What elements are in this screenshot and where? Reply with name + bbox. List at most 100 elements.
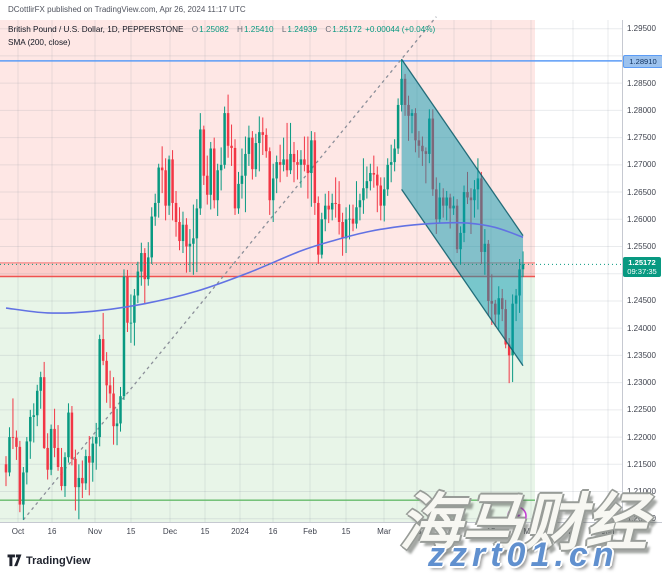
symbol-row: British Pound / U.S. Dollar, 1D, PEPPERS… xyxy=(8,23,435,36)
candle xyxy=(226,113,230,146)
close-label: C xyxy=(325,25,332,34)
candle xyxy=(240,175,244,184)
candle xyxy=(105,360,108,386)
candle xyxy=(29,416,32,442)
candle xyxy=(306,164,310,173)
close-value: 1.25172 xyxy=(332,25,362,34)
candle xyxy=(303,159,306,165)
candle xyxy=(171,159,174,203)
candle xyxy=(233,147,237,209)
candle xyxy=(150,216,153,258)
candle xyxy=(344,219,348,239)
candle xyxy=(386,164,389,190)
candle xyxy=(219,164,223,171)
candle xyxy=(140,253,143,272)
candle xyxy=(160,167,164,171)
candle xyxy=(129,322,133,324)
candle xyxy=(202,129,206,176)
price-axis[interactable] xyxy=(622,20,662,522)
candle xyxy=(216,170,219,201)
candle xyxy=(330,202,334,210)
high-label: H xyxy=(237,25,243,34)
candle xyxy=(265,134,268,152)
candle xyxy=(278,162,282,165)
candle xyxy=(108,385,112,394)
open-value: 1.25082 xyxy=(199,25,229,34)
candle xyxy=(313,140,317,203)
candle xyxy=(275,162,278,179)
candle xyxy=(199,129,202,209)
candle xyxy=(251,137,254,170)
candle xyxy=(396,104,400,149)
candle xyxy=(195,208,199,239)
tradingview-glyph-icon xyxy=(7,554,22,567)
tradingview-logo[interactable]: TradingView xyxy=(7,554,91,567)
candle xyxy=(56,447,60,468)
candle xyxy=(254,143,258,170)
candle xyxy=(285,159,289,171)
candle xyxy=(351,218,355,224)
candle xyxy=(63,457,67,487)
candle xyxy=(81,477,84,484)
candle xyxy=(70,412,74,459)
candle xyxy=(8,437,11,473)
candle xyxy=(101,339,105,361)
candle xyxy=(206,175,209,195)
change-value: +0.00044 (+0.04%) xyxy=(365,25,436,34)
candle xyxy=(209,148,212,195)
candle xyxy=(42,377,46,448)
candle xyxy=(296,162,299,165)
candle xyxy=(334,202,337,205)
channel-lower-line xyxy=(401,188,524,367)
candle xyxy=(84,456,88,484)
candle xyxy=(60,467,63,487)
candle xyxy=(143,253,147,280)
candle xyxy=(4,464,8,473)
candle xyxy=(136,271,140,296)
candle xyxy=(88,456,91,463)
candle xyxy=(507,344,511,356)
candle xyxy=(32,415,36,417)
candle xyxy=(223,113,226,165)
candle xyxy=(67,412,70,458)
candle xyxy=(35,390,39,416)
candle xyxy=(362,188,365,201)
low-value: 1.24939 xyxy=(287,25,318,34)
candle xyxy=(25,441,29,473)
time-axis[interactable] xyxy=(0,522,662,545)
candle xyxy=(327,205,330,210)
candle xyxy=(382,189,386,206)
open-label: O xyxy=(191,25,199,34)
candle xyxy=(247,137,251,154)
candle xyxy=(133,295,136,323)
candle xyxy=(18,446,22,505)
candle xyxy=(147,257,150,280)
candle xyxy=(212,148,216,201)
candle xyxy=(157,167,160,203)
candle xyxy=(39,377,42,391)
candle xyxy=(192,238,195,244)
candle xyxy=(181,224,185,242)
candle xyxy=(112,393,115,427)
candle xyxy=(98,339,101,438)
candle xyxy=(271,178,275,201)
candle xyxy=(289,153,292,171)
candle xyxy=(185,224,188,247)
candle xyxy=(237,183,240,209)
candle xyxy=(317,202,320,255)
low-label: L xyxy=(281,25,287,34)
trend-line xyxy=(22,16,437,521)
candle xyxy=(348,218,351,220)
publish-attribution: DCottlirFX published on TradingView.com,… xyxy=(8,5,246,14)
candle xyxy=(153,202,157,217)
channel xyxy=(401,59,524,366)
candle xyxy=(178,221,181,242)
candle xyxy=(358,200,362,208)
candle xyxy=(372,172,376,175)
candle xyxy=(22,472,25,505)
candle xyxy=(230,145,233,148)
candle xyxy=(389,162,393,165)
candle xyxy=(15,437,18,447)
